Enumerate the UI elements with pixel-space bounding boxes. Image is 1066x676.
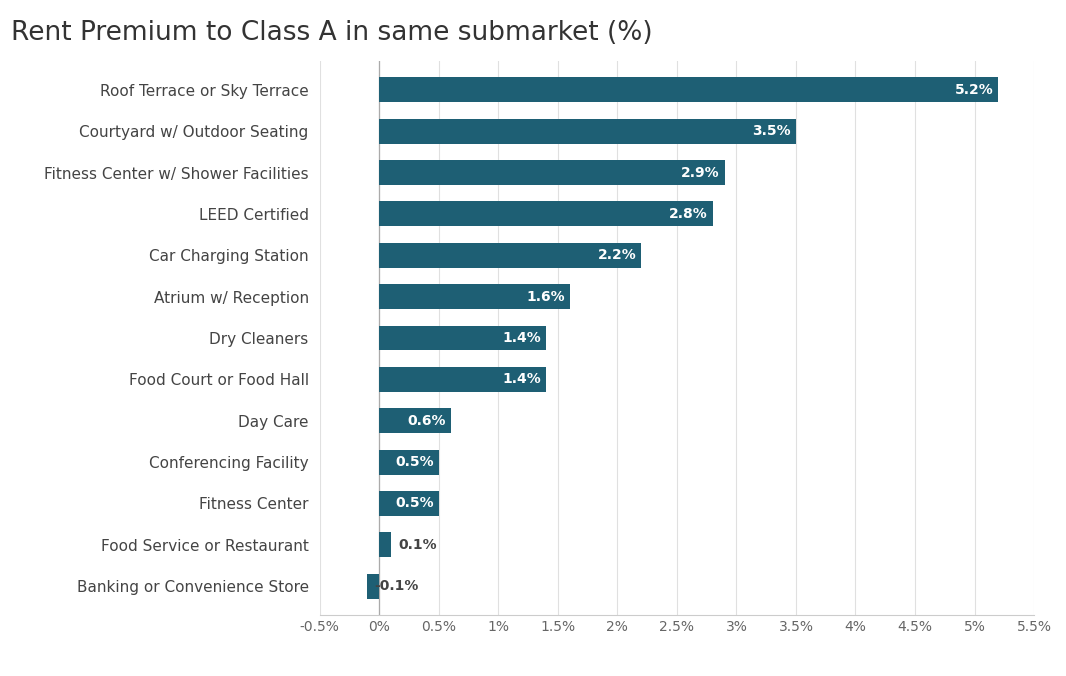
- Bar: [379, 367, 546, 392]
- Bar: [379, 160, 725, 185]
- Text: 0.1%: 0.1%: [399, 538, 437, 552]
- Bar: [379, 284, 570, 309]
- Bar: [379, 201, 712, 226]
- Text: 3.5%: 3.5%: [753, 124, 791, 138]
- Text: 0.6%: 0.6%: [407, 414, 446, 428]
- Bar: [379, 491, 439, 516]
- Text: 1.6%: 1.6%: [527, 289, 565, 304]
- Text: Rent Premium to Class A in same submarket (%): Rent Premium to Class A in same submarke…: [11, 20, 652, 46]
- Text: 0.5%: 0.5%: [395, 455, 434, 469]
- Bar: [379, 450, 439, 475]
- Bar: [379, 77, 998, 102]
- Bar: [379, 408, 451, 433]
- Bar: [379, 243, 642, 268]
- Text: 2.2%: 2.2%: [598, 248, 636, 262]
- Text: 2.8%: 2.8%: [669, 207, 708, 221]
- Text: 1.4%: 1.4%: [502, 372, 542, 387]
- Bar: [379, 326, 546, 350]
- Text: 0.5%: 0.5%: [395, 496, 434, 510]
- Text: 2.9%: 2.9%: [681, 166, 720, 180]
- Bar: [368, 574, 379, 599]
- Bar: [379, 533, 391, 557]
- Text: -0.1%: -0.1%: [374, 579, 419, 594]
- Text: 5.2%: 5.2%: [955, 82, 994, 97]
- Bar: [379, 119, 796, 143]
- Text: 1.4%: 1.4%: [502, 331, 542, 345]
